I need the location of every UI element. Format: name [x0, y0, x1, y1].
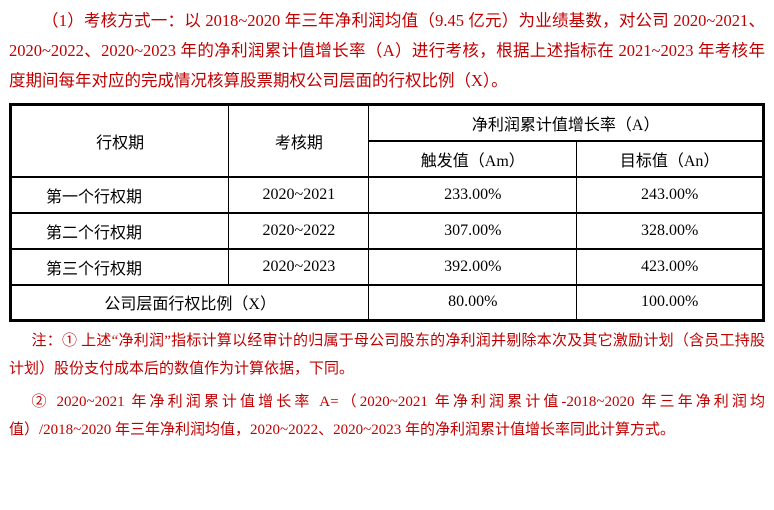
cell-target-1: 243.00% — [576, 175, 764, 214]
cell-assessment-period-1: 2020~2021 — [228, 175, 370, 214]
table-header-row-2: 触发值（Am） 目标值（An） — [11, 139, 764, 178]
header-target-value: 目标值（An） — [576, 139, 764, 178]
table-row-1: 第一个行权期 2020~2021 233.00% 243.00% — [9, 175, 764, 214]
document-page: （1）考核方式一：以 2018~2020 年三年净利润均值（9.45 亿元）为业… — [9, 6, 765, 444]
table-header-row-1: 行权期 考核期 净利润累计值增长率（A） — [9, 103, 764, 178]
footer-trigger: 80.00% — [368, 283, 578, 322]
cell-exercise-period-2: 第二个行权期 — [9, 211, 230, 250]
header-trigger-value: 触发值（Am） — [368, 139, 578, 178]
cell-target-3: 423.00% — [576, 247, 764, 286]
cell-exercise-period-3: 第三个行权期 — [9, 247, 230, 286]
cell-trigger-3: 392.00% — [368, 247, 578, 286]
header-growth-rate-group: 净利润累计值增长率（A） — [368, 103, 764, 142]
cell-assessment-period-2: 2020~2022 — [228, 211, 370, 250]
footer-target: 100.00% — [576, 283, 764, 322]
assessment-table: 行权期 考核期 净利润累计值增长率（A） 触发值（Am） 目标值（An） 第一个… — [9, 103, 765, 322]
table-footer-row: 公司层面行权比例（X） 80.00% 100.00% — [9, 283, 764, 322]
intro-paragraph: （1）考核方式一：以 2018~2020 年三年净利润均值（9.45 亿元）为业… — [9, 11, 765, 90]
cell-target-2: 328.00% — [576, 211, 764, 250]
cell-trigger-2: 307.00% — [368, 211, 578, 250]
cell-exercise-period-1: 第一个行权期 — [9, 175, 230, 214]
header-exercise-period: 行权期 — [9, 103, 230, 178]
table-row-3: 第三个行权期 2020~2023 392.00% 423.00% — [9, 247, 764, 286]
header-assessment-period: 考核期 — [228, 103, 370, 178]
note-1: 注：① 上述“净利润”指标计算以经审计的归属于母公司股东的净利润并剔除本次及其它… — [9, 333, 765, 377]
cell-trigger-1: 233.00% — [368, 175, 578, 214]
cell-assessment-period-3: 2020~2023 — [228, 247, 370, 286]
table-row-2: 第二个行权期 2020~2022 307.00% 328.00% — [9, 211, 764, 250]
note-2: ② 2020~2021 年净利润累计值增长率 A=（2020~2021 年净利润… — [9, 394, 765, 438]
footer-label: 公司层面行权比例（X） — [9, 283, 370, 322]
